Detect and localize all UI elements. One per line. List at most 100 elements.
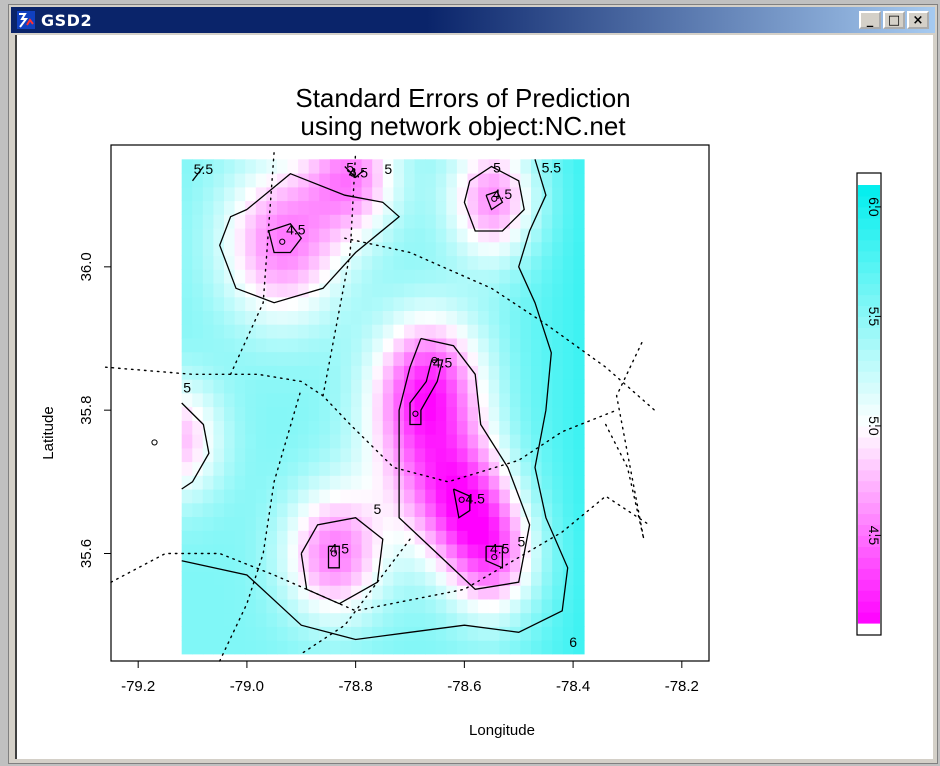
contour-line: [181, 159, 569, 641]
heatmap-cell: [478, 159, 490, 174]
close-button[interactable]: ×: [907, 11, 929, 29]
heatmap-cell: [298, 530, 310, 545]
heatmap-cell: [488, 612, 500, 627]
heatmap-cell: [351, 557, 363, 572]
heatmap-cell: [329, 228, 342, 243]
heatmap-cell: [181, 283, 193, 298]
heatmap-cell: [308, 269, 320, 284]
heatmap-cell: [393, 571, 405, 586]
heatmap-cell: [266, 296, 278, 311]
heatmap-cell: [255, 612, 267, 627]
heatmap-cell: [340, 159, 352, 174]
heatmap-cell: [245, 447, 257, 463]
heatmap-cell: [478, 324, 490, 339]
colorbar-swatch: [858, 294, 880, 306]
heatmap-cell: [319, 489, 331, 504]
heatmap-cell: [552, 461, 564, 476]
heatmap-cell: [340, 543, 352, 559]
colorbar-swatch: [858, 393, 880, 405]
heatmap-cell: [308, 434, 320, 449]
heatmap-cell: [192, 310, 204, 325]
heatmap-cell: [224, 337, 236, 353]
minimize-button[interactable]: _: [859, 11, 881, 29]
heatmap-cell: [478, 379, 490, 394]
heatmap-cell: [202, 543, 214, 559]
heatmap-cell: [255, 310, 267, 325]
heatmap-cell: [255, 186, 267, 202]
axes: -79.2 -79.0 -78.8 -78.6 -78.4 -78.2 35.6 35.8 36…: [78, 144, 710, 695]
heatmap-cell: [340, 324, 352, 339]
heatmap-cell: [456, 585, 469, 600]
heatmap-cell: [520, 365, 532, 380]
heatmap-cell: [277, 598, 289, 614]
heatmap-cell: [520, 186, 532, 202]
heatmap-cell: [456, 447, 469, 463]
heatmap-cell: [234, 228, 246, 243]
heatmap-cell: [552, 447, 564, 463]
heatmap-cell: [255, 337, 267, 353]
heatmap-cell: [456, 640, 469, 655]
heatmap-cell: [298, 543, 310, 559]
heatmap-cell: [361, 557, 373, 572]
heatmap-cell: [404, 379, 416, 394]
contour-label: 4.5: [330, 541, 350, 557]
heatmap-cell: [181, 214, 193, 229]
heatmap-cell: [435, 241, 447, 257]
chart-title-line2: using network object:NC.net: [300, 111, 626, 141]
heatmap-cell: [266, 585, 278, 600]
boundary-line: [605, 337, 645, 540]
heatmap-cell: [531, 186, 543, 202]
heatmap-cell: [277, 296, 289, 311]
heatmap-cell: [573, 283, 585, 298]
heatmap-cell: [213, 200, 225, 215]
heatmap-cell: [478, 186, 490, 202]
contour-line: [485, 190, 504, 211]
heatmap-cell: [340, 310, 352, 325]
heatmap-cell: [181, 241, 193, 257]
heatmap-cell: [509, 186, 522, 202]
heatmap-cell: [425, 214, 437, 229]
heatmap-cell: [499, 543, 511, 559]
heatmap-cell: [298, 392, 310, 408]
heatmap-cell: [478, 447, 490, 463]
colorbar-swatch: [858, 316, 880, 328]
heatmap-cell: [520, 200, 532, 215]
station-marker: [412, 410, 419, 417]
heatmap-cell: [202, 200, 214, 215]
heatmap-cell: [255, 365, 267, 380]
maximize-button[interactable]: □: [883, 11, 905, 29]
heatmap-cell: [319, 502, 331, 517]
heatmap-cell: [372, 310, 384, 325]
heatmap-cell: [319, 173, 331, 188]
heatmap-cell: [499, 173, 511, 188]
heatmap-cell: [435, 337, 447, 353]
heatmap-cell: [456, 159, 469, 174]
heatmap-cell: [255, 420, 267, 435]
heatmap-cell: [213, 461, 225, 476]
heatmap-cell: [552, 214, 564, 229]
heatmap-cell: [435, 269, 447, 284]
heatmap-cell: [382, 173, 394, 188]
title-bar[interactable]: GSD2 _ □ ×: [11, 7, 935, 33]
heatmap-cell: [414, 543, 426, 559]
contour-line: [463, 165, 525, 232]
heatmap-cell: [541, 626, 553, 641]
heatmap-cell: [552, 365, 564, 380]
heatmap-cell: [478, 420, 490, 435]
heatmap-cell: [435, 571, 447, 586]
heatmap-cell: [224, 543, 236, 559]
heatmap-cell: [509, 406, 522, 421]
heatmap-cell: [340, 502, 352, 517]
heatmap-cell: [234, 447, 246, 463]
heatmap-cell: [446, 269, 458, 284]
heatmap-cell: [181, 475, 193, 490]
heatmap-cell: [181, 255, 193, 270]
colorbar-swatch: [858, 535, 880, 547]
heatmap-cell: [509, 392, 522, 408]
contour-line: [327, 545, 340, 569]
heatmap-cell: [202, 585, 214, 600]
heatmap-cell: [456, 269, 469, 284]
heatmap-cell: [361, 159, 373, 174]
heatmap-cell: [435, 585, 447, 600]
station-marker: [279, 238, 286, 245]
